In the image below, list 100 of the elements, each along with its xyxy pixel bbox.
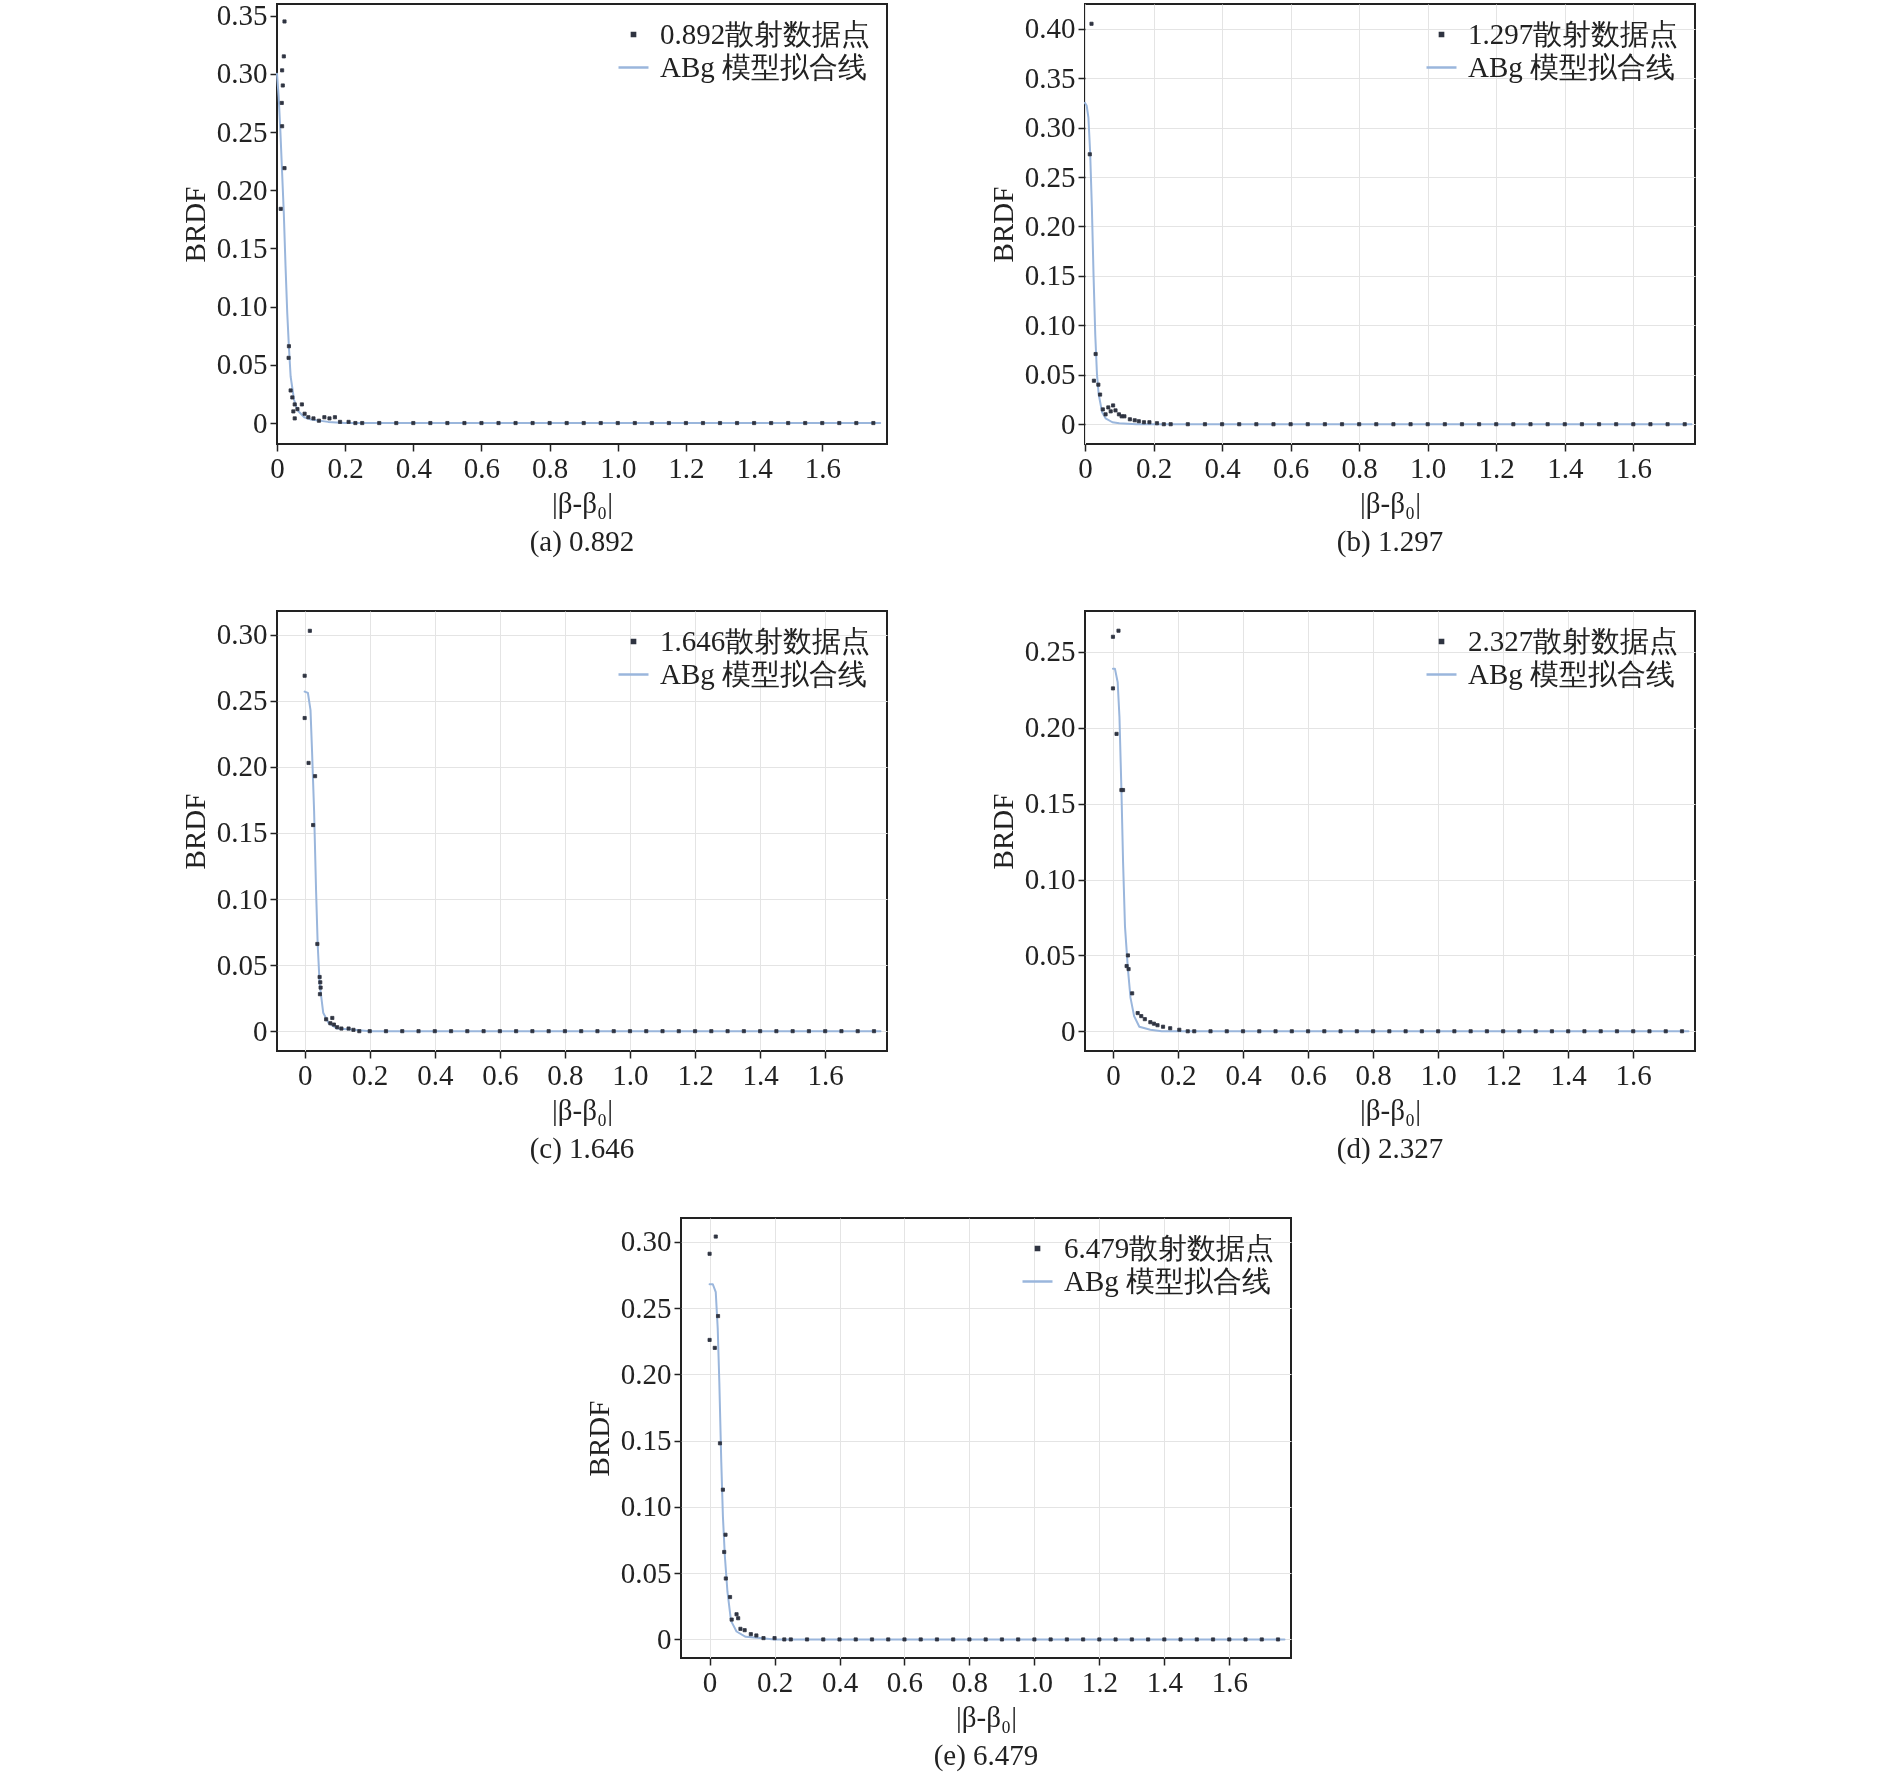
legend-label: ABg 模型拟合线: [1468, 50, 1676, 83]
x-tick-label: 0.6: [886, 1665, 924, 1698]
y-tick-label: 0.10: [1024, 308, 1076, 341]
y-tick-label: 0.15: [216, 816, 268, 849]
x-axis-title: |β-β₀|: [1360, 1093, 1421, 1126]
y-tick-label: 0.15: [620, 1424, 672, 1457]
x-axis-title: |β-β₀|: [552, 486, 613, 519]
x-tick-label: 0.6: [1290, 1058, 1327, 1091]
y-tick-label: 0.05: [1024, 938, 1076, 971]
y-tick-label: 0.05: [620, 1556, 672, 1589]
legend-label: 0.892散射数据点: [660, 17, 871, 50]
x-axis-title: |β-β₀|: [552, 1093, 613, 1126]
text: (e) 6.479: [933, 1739, 1039, 1772]
y-tick-label: 0.10: [216, 882, 268, 915]
x-tick-label: 1.4: [1146, 1665, 1184, 1698]
x-tick-label: 0.4: [395, 451, 433, 484]
y-tick-label: 0.20: [216, 750, 268, 783]
y-axis-title: BRDF: [986, 186, 1019, 263]
x-tick-label: 1.2: [677, 1058, 714, 1091]
x-axis-title: |β-β₀|: [1360, 486, 1421, 519]
x-tick-label: 1.2: [1478, 451, 1515, 484]
y-tick-label: 0.25: [216, 684, 268, 717]
y-tick-label: 0.05: [216, 948, 268, 981]
x-tick-label: 1.2: [1485, 1058, 1522, 1091]
legend-label: ABg 模型拟合线: [1468, 657, 1676, 690]
x-tick-label: 1.0: [612, 1058, 649, 1091]
y-axis-title: BRDF: [178, 186, 211, 263]
legend-label: 1.297散射数据点: [1468, 17, 1679, 50]
y-tick-label: 0: [1061, 1014, 1076, 1047]
y-tick-label: 0.25: [216, 115, 268, 148]
x-tick-label: 0.2: [352, 1058, 389, 1091]
y-tick-label: 0.30: [620, 1225, 672, 1258]
legend-label: 1.646散射数据点: [660, 624, 871, 657]
x-tick-label: 1.4: [742, 1058, 780, 1091]
y-tick-label: 0: [657, 1622, 672, 1655]
y-tick-label: 0.30: [1024, 111, 1076, 144]
y-axis-title: BRDF: [986, 793, 1019, 870]
y-tick-label: 0.20: [1024, 209, 1076, 242]
y-tick-label: 0.15: [1024, 787, 1076, 820]
y-tick-label: 0.30: [216, 57, 268, 90]
y-axis-title: BRDF: [582, 1400, 615, 1477]
y-tick-label: 0.10: [1024, 863, 1076, 896]
x-tick-label: 0.2: [1135, 451, 1173, 484]
legend-label: 2.327散射数据点: [1468, 624, 1679, 657]
text: (b) 1.297: [1336, 525, 1444, 558]
x-tick-label: 1.6: [1615, 1058, 1652, 1091]
y-tick-label: 0.25: [1024, 635, 1076, 668]
y-tick-label: 0.15: [1024, 259, 1076, 292]
x-tick-label: 0.8: [1355, 1058, 1392, 1091]
x-tick-label: 0.4: [821, 1665, 859, 1698]
y-tick-label: 0.05: [216, 348, 268, 381]
y-tick-label: 0.15: [216, 231, 268, 264]
x-tick-label: 0.8: [1341, 451, 1378, 484]
x-tick-label: 1.2: [668, 451, 705, 484]
y-tick-label: 0.10: [216, 290, 268, 323]
x-tick-label: 0.2: [1160, 1058, 1197, 1091]
y-tick-label: 0.40: [1024, 12, 1076, 45]
x-tick-label: 0: [297, 1058, 313, 1091]
x-tick-label: 1.0: [1410, 451, 1447, 484]
y-tick-label: 0: [253, 1014, 268, 1047]
y-tick-label: 0.30: [216, 618, 268, 651]
legend-label: ABg 模型拟合线: [660, 657, 868, 690]
x-tick-label: 1.6: [1211, 1665, 1248, 1698]
legend-label: ABg 模型拟合线: [1064, 1264, 1272, 1297]
y-tick-label: 0.25: [620, 1291, 672, 1324]
text: (d) 2.327: [1336, 1132, 1444, 1165]
legend-label: ABg 模型拟合线: [660, 50, 868, 83]
y-tick-label: 0.05: [1024, 358, 1076, 391]
x-tick-label: 0: [702, 1665, 718, 1698]
x-tick-label: 0.8: [532, 451, 569, 484]
y-tick-label: 0.20: [216, 173, 268, 206]
x-tick-label: 1.6: [1615, 451, 1652, 484]
x-tick-label: 0.6: [482, 1058, 519, 1091]
legend-label: 6.479散射数据点: [1064, 1231, 1275, 1264]
x-tick-label: 0.4: [1204, 451, 1242, 484]
y-tick-label: 0.35: [1024, 61, 1076, 94]
y-axis-title: BRDF: [178, 793, 211, 870]
x-tick-label: 1.2: [1081, 1665, 1118, 1698]
text: (a) 0.892: [529, 525, 635, 558]
x-tick-label: 1.6: [804, 451, 841, 484]
x-axis-title: |β-β₀|: [956, 1700, 1017, 1733]
text: (c) 1.646: [529, 1132, 635, 1165]
x-tick-label: 1.0: [1420, 1058, 1457, 1091]
x-tick-label: 0.8: [547, 1058, 584, 1091]
x-tick-label: 0.8: [951, 1665, 989, 1698]
x-tick-label: 0: [1106, 1058, 1121, 1091]
x-tick-label: 0.6: [1272, 451, 1310, 484]
x-tick-label: 0.2: [756, 1665, 794, 1698]
x-tick-label: 1.4: [1547, 451, 1584, 484]
y-tick-label: 0.25: [1024, 160, 1076, 193]
y-tick-label: 0.35: [216, 0, 268, 32]
x-tick-label: 0.4: [417, 1058, 454, 1091]
x-tick-label: 0.4: [1225, 1058, 1263, 1091]
y-tick-label: 0: [1061, 407, 1076, 440]
y-tick-label: 0.10: [620, 1490, 672, 1523]
x-tick-label: 1.0: [1016, 1665, 1054, 1698]
y-tick-label: 0.20: [620, 1357, 672, 1390]
x-tick-label: 0.2: [327, 451, 364, 484]
y-tick-label: 0: [253, 406, 268, 439]
y-tick-label: 0.20: [1024, 711, 1076, 744]
